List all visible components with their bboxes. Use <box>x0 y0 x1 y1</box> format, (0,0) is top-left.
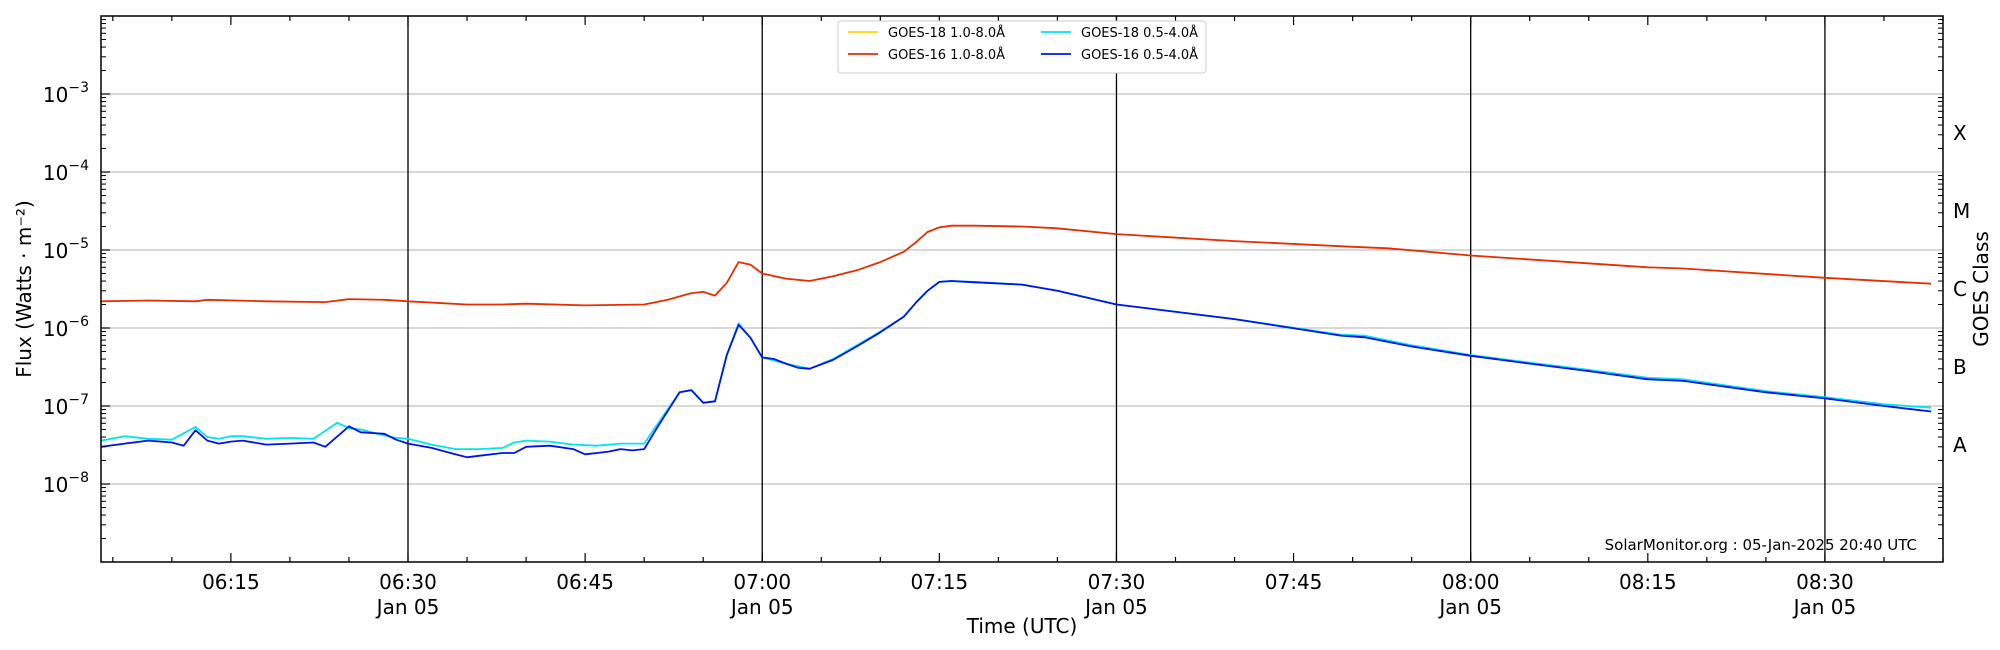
x-tick-label-0: 06:15 <box>202 570 260 594</box>
x-tick-date-9: Jan 05 <box>1792 595 1857 619</box>
series-line-3 <box>100 280 1932 459</box>
goes-class-c: C <box>1953 277 1967 301</box>
y-tick-exponent: −7 <box>68 392 89 408</box>
x-tick-label-7: 08:00 <box>1442 570 1500 594</box>
x-tick-date-3: Jan 05 <box>729 595 794 619</box>
x-tick-label-4: 07:15 <box>911 570 969 594</box>
y-tick-exponent: −8 <box>68 470 89 486</box>
y-ticks: 10−810−710−610−510−410−3 <box>43 19 1943 540</box>
y-tick-base: 10 <box>43 83 68 107</box>
y-tick-base: 10 <box>43 473 68 497</box>
vertical-lines-layer <box>407 16 1826 562</box>
y-tick-label-5: 10−3 <box>43 80 89 107</box>
y-tick-base: 10 <box>43 161 68 185</box>
y-tick-exponent: −5 <box>68 236 89 252</box>
goes-class-m: M <box>1953 199 1970 223</box>
credit-annotation: SolarMonitor.org : 05-Jan-2025 20:40 UTC <box>1605 536 1917 554</box>
x-axis-title: Time (UTC) <box>966 614 1078 638</box>
x-tick-label-3: 07:00 <box>733 570 791 594</box>
right-axis-title: GOES Class <box>1969 231 1993 347</box>
y-tick-exponent: −3 <box>68 80 89 96</box>
y-tick-label-1: 10−7 <box>43 392 89 419</box>
y-tick-exponent: −4 <box>68 158 89 174</box>
y-tick-label-2: 10−6 <box>43 314 89 341</box>
x-tick-date-5: Jan 05 <box>1083 595 1148 619</box>
x-tick-label-6: 07:45 <box>1265 570 1323 594</box>
legend-label-0: GOES-18 1.0-8.0Å <box>888 25 1005 41</box>
y-axis-title: Flux (Watts · m⁻²) <box>12 200 36 378</box>
goes-class-x: X <box>1953 121 1967 145</box>
y-tick-base: 10 <box>43 395 68 419</box>
legend-label-1: GOES-16 1.0-8.0Å <box>888 47 1005 63</box>
legend-box <box>837 20 1207 74</box>
goes-class-b: B <box>1953 355 1967 379</box>
goes-class-a: A <box>1953 433 1967 457</box>
legend: GOES-18 1.0-8.0Å GOES-16 1.0-8.0Å GOES-18 … <box>837 20 1207 74</box>
y-tick-label-3: 10−5 <box>43 236 89 263</box>
series-layer <box>100 224 1932 459</box>
x-tick-date-7: Jan 05 <box>1437 595 1502 619</box>
x-tick-label-5: 07:30 <box>1088 570 1146 594</box>
y-tick-label-4: 10−4 <box>43 158 89 185</box>
y-tick-base: 10 <box>43 239 68 263</box>
x-tick-label-2: 06:45 <box>556 570 614 594</box>
x-tick-date-1: Jan 05 <box>375 595 440 619</box>
x-tick-label-9: 08:30 <box>1796 570 1854 594</box>
y-tick-base: 10 <box>43 317 68 341</box>
plot-frame <box>100 15 1944 563</box>
x-tick-label-8: 08:15 <box>1619 570 1677 594</box>
legend-label-2: GOES-18 0.5-4.0Å <box>1081 25 1198 41</box>
series-line-1 <box>100 224 1932 307</box>
x-tick-label-1: 06:30 <box>379 570 437 594</box>
y-tick-label-0: 10−8 <box>43 470 89 497</box>
goes-class-labels: A B C M X <box>1953 121 1970 457</box>
y-tick-exponent: −6 <box>68 314 89 330</box>
legend-label-3: GOES-16 0.5-4.0Å <box>1081 47 1198 63</box>
